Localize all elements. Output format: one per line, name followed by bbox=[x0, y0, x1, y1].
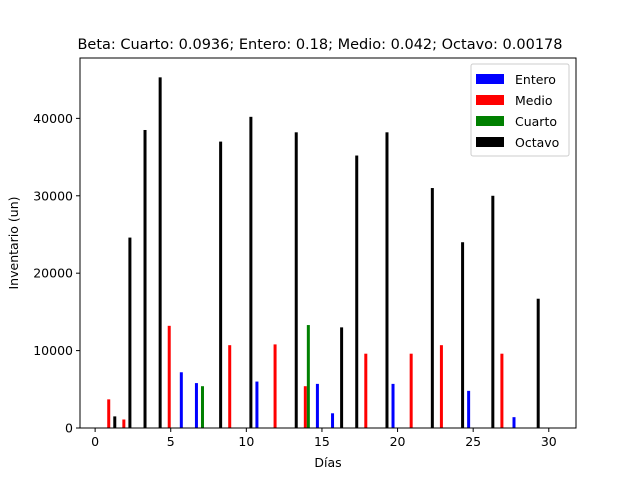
legend-label-cuarto: Cuarto bbox=[515, 114, 557, 129]
bar-octavo bbox=[491, 195, 495, 428]
x-tick-label: 10 bbox=[238, 434, 254, 449]
bar-medio bbox=[273, 344, 277, 428]
bar-octavo bbox=[355, 155, 359, 428]
legend-label-entero: Entero bbox=[515, 72, 556, 87]
x-tick-label: 0 bbox=[91, 434, 99, 449]
bar-octavo bbox=[143, 129, 147, 429]
bar-entero bbox=[315, 383, 319, 428]
bar-medio bbox=[228, 345, 232, 428]
bar-medio bbox=[500, 353, 504, 428]
x-tick-label: 30 bbox=[541, 434, 557, 449]
legend-swatch-octavo bbox=[476, 137, 504, 147]
x-tick-label: 25 bbox=[465, 434, 481, 449]
bar-entero bbox=[179, 372, 183, 428]
y-tick-label: 10000 bbox=[33, 343, 73, 358]
y-axis-label: Inventario (un) bbox=[6, 196, 21, 289]
bar-entero bbox=[512, 417, 516, 428]
bars-layer bbox=[107, 77, 540, 429]
bar-medio bbox=[364, 353, 368, 428]
x-axis: 0 5 10 15 20 25 30 bbox=[91, 428, 557, 449]
bar-octavo bbox=[294, 132, 298, 428]
bar-octavo bbox=[461, 242, 465, 428]
bar-medio bbox=[167, 325, 171, 428]
legend-label-octavo: Octavo bbox=[515, 135, 559, 150]
bar-octavo bbox=[536, 298, 540, 428]
bar-cuarto bbox=[200, 386, 204, 428]
bar-entero bbox=[255, 381, 259, 428]
y-axis: 0 10000 20000 30000 40000 bbox=[33, 111, 80, 436]
x-tick-label: 5 bbox=[167, 434, 175, 449]
x-tick-label: 15 bbox=[314, 434, 330, 449]
legend: Entero Medio Cuarto Octavo bbox=[470, 63, 570, 157]
bar-medio bbox=[409, 353, 413, 428]
chart-title: Beta: Cuarto: 0.0936; Entero: 0.18; Medi… bbox=[77, 37, 562, 53]
x-tick-label: 20 bbox=[390, 434, 406, 449]
bar-octavo bbox=[385, 132, 389, 428]
bar-medio bbox=[439, 345, 443, 428]
bar-cuarto bbox=[306, 325, 310, 428]
bar-entero bbox=[467, 390, 471, 428]
legend-box bbox=[470, 63, 570, 157]
bar-octavo bbox=[158, 77, 162, 428]
y-tick-label: 20000 bbox=[33, 266, 73, 281]
bar-entero bbox=[391, 383, 395, 428]
bar-octavo bbox=[128, 237, 132, 428]
bar-octavo bbox=[249, 116, 253, 428]
bar-octavo bbox=[219, 141, 223, 428]
legend-swatch-cuarto bbox=[476, 116, 504, 126]
y-tick-label: 30000 bbox=[33, 188, 73, 203]
y-tick-label: 40000 bbox=[33, 111, 73, 126]
legend-swatch-entero bbox=[476, 74, 504, 84]
bar-medio bbox=[122, 419, 126, 428]
y-tick-label: 0 bbox=[65, 421, 73, 436]
bar-medio bbox=[107, 399, 111, 428]
x-axis-label: Días bbox=[314, 455, 341, 470]
bar-octavo bbox=[340, 327, 344, 428]
plot-frame bbox=[79, 57, 577, 429]
bar-octavo bbox=[430, 188, 434, 428]
bar-entero bbox=[194, 383, 198, 428]
bar-octavo bbox=[113, 416, 117, 428]
bar-medio bbox=[303, 386, 307, 428]
legend-swatch-medio bbox=[476, 95, 504, 105]
legend-label-medio: Medio bbox=[515, 93, 553, 108]
bar-entero bbox=[331, 413, 335, 428]
